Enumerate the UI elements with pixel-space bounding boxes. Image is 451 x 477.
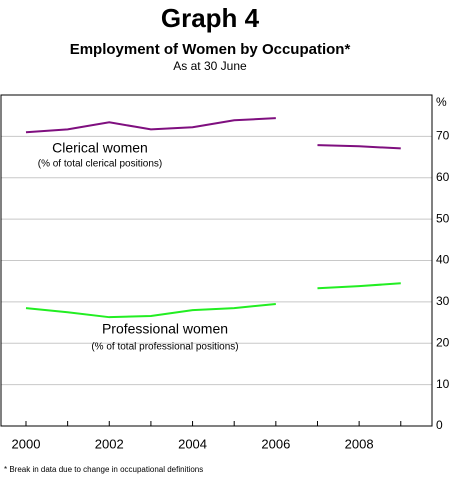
series-line	[25, 302, 276, 319]
series-description: (% of total professional positions)	[91, 342, 238, 353]
plot-frame	[0, 94, 433, 427]
series-line	[25, 117, 276, 134]
series-label: Professional women	[102, 321, 228, 337]
x-tick-label: 2004	[178, 436, 207, 451]
y-tick-label: 50	[436, 211, 450, 225]
series-line	[317, 144, 401, 150]
series-line	[317, 282, 401, 290]
x-tick-label: 2006	[261, 436, 290, 451]
y-tick-label: 60	[436, 170, 450, 184]
x-tick-label: 2000	[12, 436, 41, 451]
y-tick-label: 40	[436, 253, 450, 267]
x-tick-label: 2008	[345, 436, 374, 451]
chart-subtitle: Employment of Women by Occupation*	[70, 41, 351, 58]
y-tick-label: 30	[436, 294, 450, 308]
y-tick-label: 10	[436, 377, 450, 391]
chart-title: Graph 4	[161, 3, 260, 33]
chart-subtitle: As at 30 June	[173, 59, 247, 73]
series-description: (% of total clerical positions)	[38, 159, 163, 170]
y-tick-label: 0	[436, 418, 443, 432]
footnote: * Break in data due to change in occupat…	[4, 465, 203, 474]
y-unit: %	[436, 95, 447, 109]
y-tick-label: 70	[436, 129, 450, 143]
x-tick-label: 2002	[95, 436, 124, 451]
y-tick-label: 20	[436, 335, 450, 349]
series-label: Clerical women	[52, 140, 148, 156]
